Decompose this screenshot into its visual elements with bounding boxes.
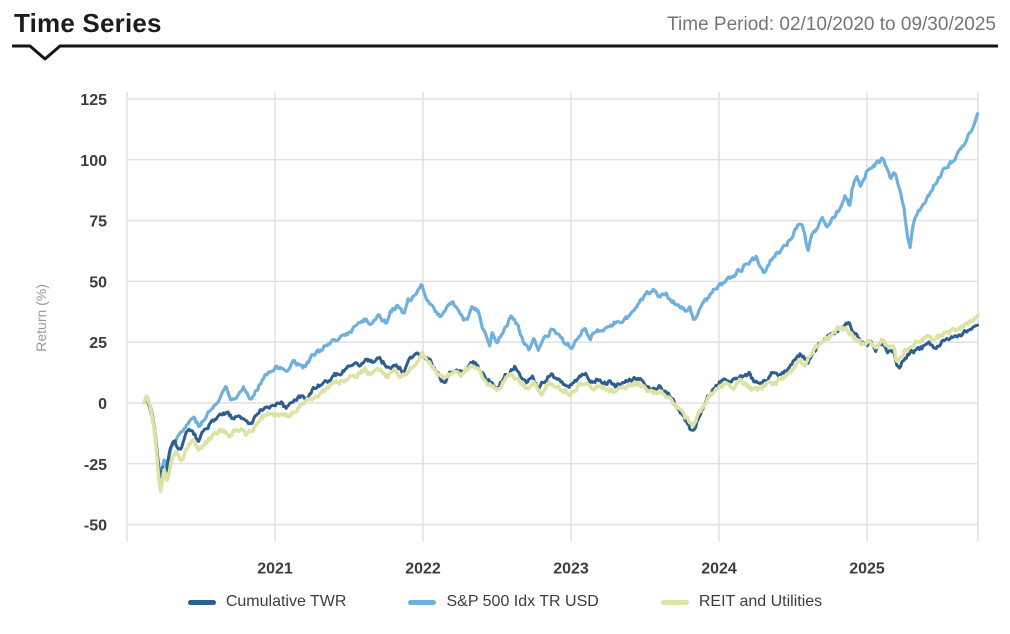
y-tick-label: 125 <box>80 92 107 109</box>
y-tick-label: -25 <box>84 457 107 474</box>
chart-header: Time Series Time Period: 02/10/2020 to 0… <box>0 0 1010 44</box>
y-tick-label: 50 <box>89 274 107 291</box>
x-tick-label: 2023 <box>553 561 589 578</box>
header-rule-with-notch <box>12 44 998 61</box>
y-tick-label: 75 <box>89 214 107 231</box>
x-tick-label: 2021 <box>257 561 293 578</box>
time-series-chart: 125 100 75 50 25 0 -25 -50 2021 2022 2023 2024 2025 R… <box>0 62 1010 587</box>
legend-label: REIT and Utilities <box>698 593 823 610</box>
y-tick-label: -50 <box>84 518 107 535</box>
legend-swatch-icon <box>660 599 689 605</box>
legend-swatch-icon <box>187 599 216 605</box>
y-tick-label: 25 <box>89 335 107 352</box>
page-title: Time Series <box>14 8 162 38</box>
chart-canvas: 125 100 75 50 25 0 -25 -50 2021 2022 2023 2024 2025 R… <box>33 91 980 578</box>
legend-label: S&P 500 Idx TR USD <box>446 593 599 610</box>
legend-item: Cumulative TWR <box>187 593 347 611</box>
legend-item: REIT and Utilities <box>660 593 823 611</box>
time-period-label: Time Period: 02/10/2020 to 09/30/2025 <box>667 14 996 35</box>
x-tick-label: 2022 <box>405 561 441 578</box>
legend-label: Cumulative TWR <box>225 593 347 610</box>
notch-icon <box>12 44 998 61</box>
legend-swatch-icon <box>408 599 437 605</box>
y-axis-title: Return (%) <box>33 284 49 352</box>
series-line-3 <box>142 313 980 494</box>
chart-legend: Cumulative TWR S&P 500 Idx TR USD REIT and… <box>0 593 1010 611</box>
x-tick-label: 2024 <box>701 561 737 578</box>
series-line-2 <box>142 112 980 476</box>
y-tick-label: 0 <box>98 396 107 413</box>
series-line-1 <box>142 321 980 482</box>
legend-item: S&P 500 Idx TR USD <box>408 593 599 611</box>
x-tick-label: 2025 <box>849 561 885 578</box>
y-tick-label: 100 <box>80 153 107 170</box>
